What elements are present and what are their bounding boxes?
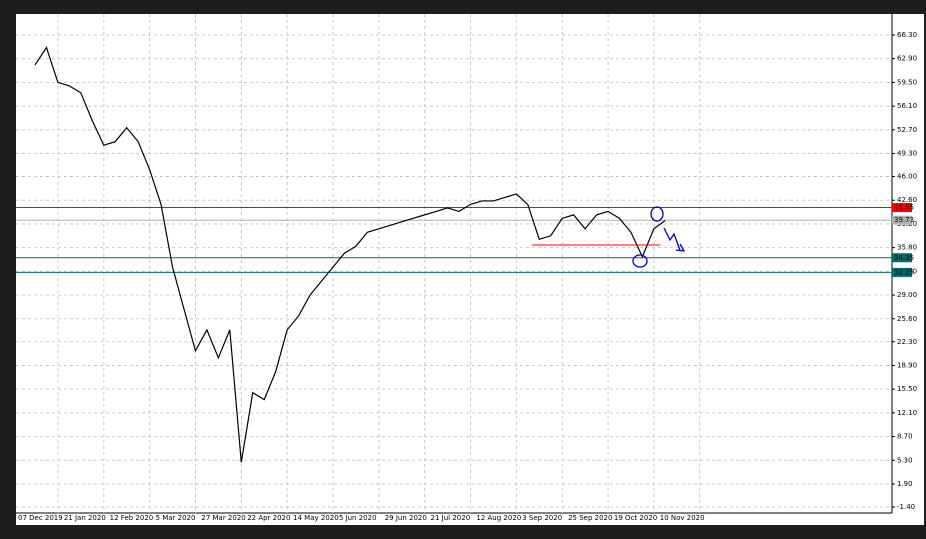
y-tick-label: 66.30 (897, 31, 917, 39)
x-tick-label: 14 May 2020 (293, 514, 339, 522)
y-tick-label: 8.70 (897, 433, 913, 441)
y-tick-label: -1.40 (897, 503, 915, 511)
x-tick-label: 27 Mar 2020 (201, 514, 245, 522)
x-tick-label: 5 Mar 2020 (156, 514, 196, 522)
x-tick-label: 12 Feb 2020 (110, 514, 154, 522)
level-box (892, 253, 912, 263)
x-tick-label: 21 Jan 2020 (64, 514, 106, 522)
y-tick-label: 18.90 (897, 361, 917, 369)
x-tick-label: 5 Jun 2020 (339, 514, 377, 522)
y-tick-label: 35.80 (897, 244, 917, 252)
x-tick-label: 25 Sep 2020 (568, 514, 612, 522)
price-line (34, 46, 666, 463)
y-tick-label: 5.30 (897, 456, 913, 464)
y-tick-label: 46.00 (897, 173, 917, 181)
y-tick-label: 62.90 (897, 55, 917, 63)
x-tick-label: 3 Sep 2020 (522, 514, 562, 522)
x-tick-label: 19 Oct 2020 (614, 514, 657, 522)
level-label: 32.25 (894, 268, 914, 276)
level-label: 34.35 (894, 254, 914, 262)
x-tick-label: 07 Dec 2019 (18, 514, 63, 522)
x-tick-label: 12 Aug 2020 (476, 514, 521, 522)
plot-area (16, 14, 892, 513)
level-label: 39.73 (894, 216, 914, 224)
y-tick-label: 42.60 (897, 196, 917, 204)
annotation-arrow (663, 227, 686, 252)
annotation-circle (650, 206, 664, 222)
x-tick-label: 22 Apr 2020 (247, 514, 290, 522)
y-tick-label: 59.50 (897, 78, 917, 86)
x-tick-label: 21 Jul 2020 (431, 514, 471, 522)
x-tick-label: 29 Jun 2020 (385, 514, 427, 522)
level-box (892, 267, 912, 277)
y-tick-label: 49.30 (897, 150, 917, 158)
level-box (892, 215, 912, 225)
level-label: 41.55 (894, 204, 914, 212)
annotation-circle (632, 254, 648, 268)
level-box (892, 203, 912, 213)
marks: 66.30 62.90 59.50 56.10 52.70 49.30 46.00 42.60… (16, 14, 917, 522)
time-axis (16, 513, 924, 525)
y-tick-label: 52.70 (897, 126, 917, 134)
y-tick-label: 25.60 (897, 315, 917, 323)
y-tick-label: 1.90 (897, 480, 913, 488)
y-tick-label: 15.50 (897, 385, 917, 393)
price-axis (892, 14, 924, 513)
y-tick-label: 56.10 (897, 102, 917, 110)
x-tick-label: 10 Nov 2020 (660, 514, 705, 522)
y-tick-label: 29.00 (897, 291, 917, 299)
y-tick-label: 12.10 (897, 409, 917, 417)
y-tick-label: 22.30 (897, 338, 917, 346)
